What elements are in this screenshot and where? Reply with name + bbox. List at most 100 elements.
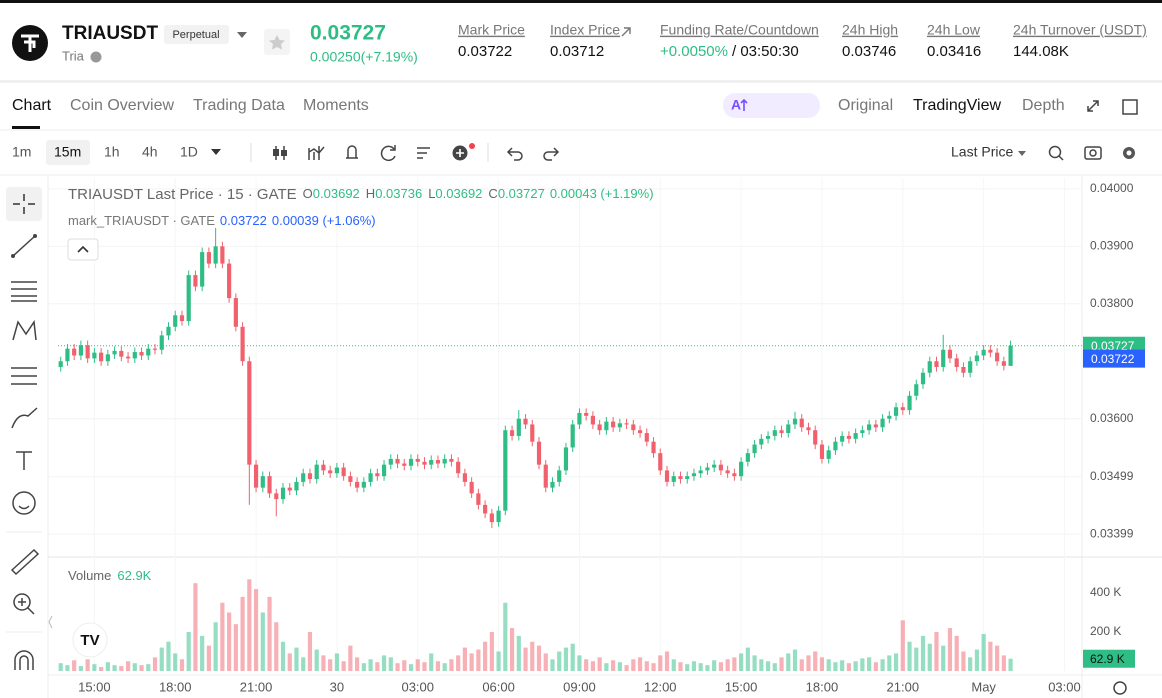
candle-body <box>173 315 178 327</box>
stat-value: +0.0050%/ 03:50:30 <box>660 43 799 60</box>
volume-bar <box>772 663 777 671</box>
tab[interactable]: Coin Overview <box>70 97 174 114</box>
candle-body <box>698 470 703 474</box>
alert-icon[interactable] <box>346 145 358 159</box>
volume-bar <box>469 653 474 671</box>
price-source[interactable]: Last Price <box>951 144 1013 160</box>
candle-body <box>92 352 97 359</box>
view-option[interactable]: Depth <box>1022 97 1065 114</box>
candle-body <box>375 473 380 477</box>
candle-body <box>78 345 83 356</box>
view-option[interactable]: Original <box>838 97 893 114</box>
volume-bar <box>530 641 535 671</box>
interval[interactable]: 15m <box>54 144 81 160</box>
mark-legend: mark_TRIAUSDT · GATE 0.03722 0.00039 (+1.0… <box>68 213 376 228</box>
candle-body <box>759 438 764 445</box>
volume-bar <box>429 653 434 671</box>
volume-bar <box>78 666 83 671</box>
zoom-tool[interactable] <box>13 593 31 611</box>
x-tick-label: 18:00 <box>806 679 839 694</box>
collapse-legend[interactable] <box>67 238 99 261</box>
stat-label: 24h Turnover (USDT) <box>1013 22 1147 38</box>
view-option[interactable]: TradingView <box>913 97 1001 114</box>
candle-body <box>570 424 575 448</box>
volume-bar <box>496 651 501 671</box>
candle-body <box>739 461 744 477</box>
volume-bar <box>449 659 454 671</box>
tab[interactable]: Trading Data <box>193 97 285 114</box>
volume-bar <box>718 662 723 671</box>
volume-bar <box>671 659 676 671</box>
line-tool[interactable] <box>12 235 36 257</box>
index-link-icon[interactable] <box>621 27 631 37</box>
candle-body <box>287 487 292 491</box>
candle-body <box>981 349 986 356</box>
volume-bar <box>691 661 697 671</box>
interval[interactable]: 1D <box>180 144 198 160</box>
info-icon[interactable] <box>90 51 102 63</box>
volume-bar <box>550 659 555 671</box>
scroll-left[interactable] <box>48 615 53 629</box>
brush-tool[interactable] <box>11 407 38 429</box>
volume-bar <box>853 661 858 671</box>
symbol-dropdown[interactable] <box>237 32 247 38</box>
interval-dropdown[interactable] <box>211 149 221 155</box>
candle-body <box>462 473 467 482</box>
search-icon[interactable] <box>1048 145 1062 159</box>
window-icon[interactable] <box>1122 99 1138 115</box>
volume-bar <box>253 589 259 671</box>
volume-bar <box>368 659 373 671</box>
undo-icon[interactable] <box>506 147 523 161</box>
indicators-icon[interactable] <box>308 146 325 160</box>
redo-icon[interactable] <box>543 147 560 161</box>
pattern-tool[interactable] <box>12 319 37 341</box>
candle-body <box>274 493 279 500</box>
volume-bar <box>732 657 737 671</box>
candle-body <box>893 407 899 416</box>
volume-bar <box>664 651 670 671</box>
drawing-toolbar <box>6 187 42 670</box>
candle-body <box>887 415 892 419</box>
fib-tool[interactable] <box>11 281 37 302</box>
symbol[interactable]: TRIAUSDT <box>62 23 158 44</box>
candle-body <box>941 349 946 367</box>
volume-bar <box>752 655 757 671</box>
fullscreen-icon[interactable] <box>1087 100 1099 112</box>
candle-body <box>186 275 191 322</box>
stats: Mark Price 0.03722 Index Price 0.03712 Fundi… <box>458 22 1147 60</box>
axis-settings[interactable] <box>1113 681 1127 695</box>
volume-bar <box>907 641 912 671</box>
candle-body <box>597 424 602 431</box>
candle-body <box>139 352 144 356</box>
stat-value: 0.03712 <box>550 43 604 60</box>
volume-bar <box>968 657 973 671</box>
candle-body <box>422 461 427 465</box>
interval[interactable]: 1m <box>12 144 31 160</box>
interval[interactable]: 4h <box>142 144 158 160</box>
measure-tool[interactable] <box>10 548 40 576</box>
screenshot-icon[interactable] <box>1084 146 1102 160</box>
strategy-pill[interactable] <box>723 93 820 118</box>
volume-bar <box>173 653 178 671</box>
legend-h: H <box>366 186 375 201</box>
notify-dot <box>469 143 475 149</box>
projection-tool[interactable] <box>11 367 37 385</box>
emoji-tool[interactable] <box>12 491 36 515</box>
tab[interactable]: Moments <box>303 97 369 114</box>
interval[interactable]: 1h <box>104 144 120 160</box>
tab[interactable]: Chart <box>12 97 52 114</box>
volume-bar <box>402 660 407 671</box>
crosshair-tool[interactable] <box>13 194 35 214</box>
volume-bar <box>415 659 420 671</box>
y-tick-label: 0.03800 <box>1090 296 1134 310</box>
candle-body <box>968 361 973 373</box>
templates-icon[interactable] <box>417 147 430 159</box>
line-tool-end <box>11 254 15 258</box>
candle-body <box>792 418 798 425</box>
replay-icon[interactable] <box>380 145 396 162</box>
tv-logo-bg <box>72 622 108 658</box>
price-source-dropdown[interactable] <box>1018 151 1026 156</box>
candle-body <box>678 476 683 480</box>
magnet-tool[interactable] <box>14 650 34 670</box>
text-tool[interactable] <box>16 451 32 470</box>
